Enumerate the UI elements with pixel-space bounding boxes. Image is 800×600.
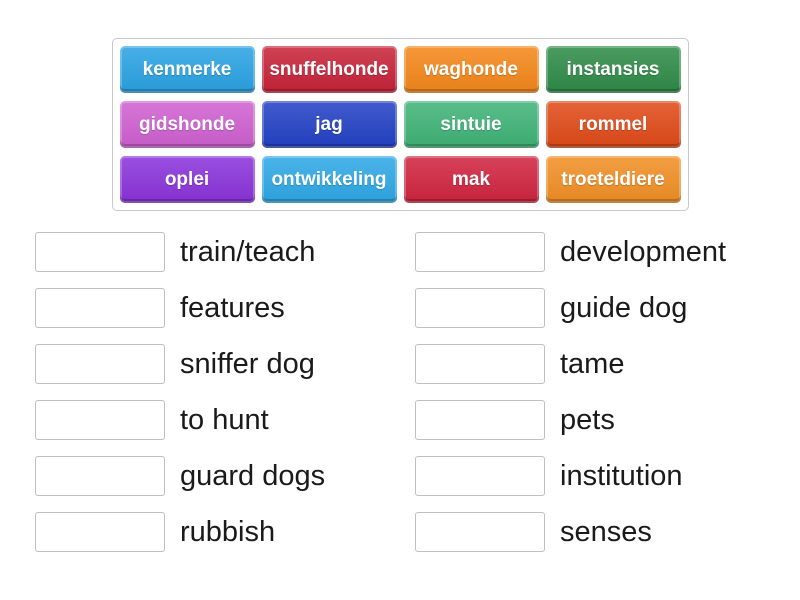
match-item: senses (415, 512, 795, 552)
match-item: to hunt (35, 400, 415, 440)
match-item: guide dog (415, 288, 795, 328)
word-tile[interactable]: waghonde (403, 46, 539, 93)
answer-drop-slot[interactable] (415, 512, 545, 552)
answer-drop-slot[interactable] (35, 512, 165, 552)
match-label: guard dogs (180, 460, 326, 492)
match-label: rubbish (180, 516, 276, 548)
word-tile[interactable]: oplei (119, 156, 255, 203)
match-item: institution (415, 456, 795, 496)
answer-drop-slot[interactable] (35, 456, 165, 496)
match-label: to hunt (180, 404, 269, 436)
answer-drop-slot[interactable] (415, 400, 545, 440)
word-tile[interactable]: mak (403, 156, 539, 203)
word-tile[interactable]: rommel (545, 101, 681, 148)
match-label: train/teach (180, 236, 316, 268)
word-tile[interactable]: snuffelhonde (261, 46, 397, 93)
match-label: features (180, 292, 285, 324)
match-label: sniffer dog (180, 348, 315, 380)
match-item: features (35, 288, 415, 328)
match-item: sniffer dog (35, 344, 415, 384)
match-label: senses (560, 516, 652, 548)
match-label: guide dog (560, 292, 688, 324)
word-tile[interactable]: ontwikkeling (261, 156, 397, 203)
answer-drop-slot[interactable] (35, 400, 165, 440)
answer-drop-slot[interactable] (35, 288, 165, 328)
match-item: development (415, 232, 795, 272)
word-bank: kenmerke snuffelhonde waghonde instansie… (111, 38, 689, 211)
match-label: development (560, 236, 727, 268)
match-item: rubbish (35, 512, 415, 552)
word-tile[interactable]: jag (261, 101, 397, 148)
answer-drop-slot[interactable] (35, 344, 165, 384)
answer-drop-slot[interactable] (415, 344, 545, 384)
match-list: train/teach development features guide d… (35, 232, 800, 552)
match-label: pets (560, 404, 615, 436)
word-tile[interactable]: instansies (545, 46, 681, 93)
word-tile[interactable]: sintuie (403, 101, 539, 148)
answer-drop-slot[interactable] (35, 232, 165, 272)
match-item: train/teach (35, 232, 415, 272)
word-tile[interactable]: troeteldiere (545, 156, 681, 203)
match-item: pets (415, 400, 795, 440)
answer-drop-slot[interactable] (415, 288, 545, 328)
match-label: institution (560, 460, 683, 492)
match-item: guard dogs (35, 456, 415, 496)
word-tile[interactable]: kenmerke (119, 46, 255, 93)
match-label: tame (560, 348, 625, 380)
word-tile[interactable]: gidshonde (119, 101, 255, 148)
match-item: tame (415, 344, 795, 384)
answer-drop-slot[interactable] (415, 232, 545, 272)
answer-drop-slot[interactable] (415, 456, 545, 496)
